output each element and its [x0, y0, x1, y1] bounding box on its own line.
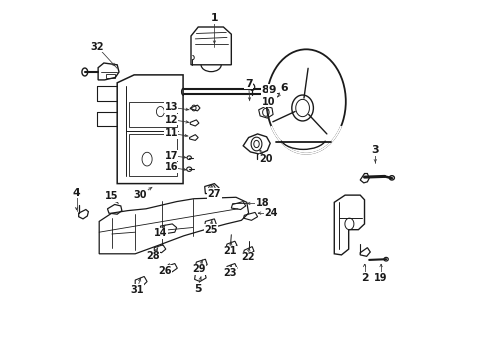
Text: 25: 25 [204, 225, 218, 235]
Text: 5: 5 [194, 284, 201, 294]
Text: 3: 3 [371, 145, 379, 156]
Text: 11: 11 [165, 128, 178, 138]
Text: 19: 19 [374, 273, 388, 283]
Text: 12: 12 [165, 114, 178, 125]
Text: 26: 26 [158, 266, 172, 276]
Text: 28: 28 [147, 251, 160, 261]
Text: 2: 2 [361, 273, 368, 283]
Text: 14: 14 [154, 228, 167, 238]
Text: 10: 10 [262, 96, 275, 107]
Text: 32: 32 [91, 42, 104, 52]
Text: 24: 24 [264, 208, 278, 218]
Text: 20: 20 [259, 154, 272, 164]
Text: 27: 27 [208, 189, 221, 199]
Text: 29: 29 [192, 264, 206, 274]
Text: 22: 22 [241, 252, 255, 262]
Text: 31: 31 [130, 285, 144, 295]
Text: 9: 9 [268, 85, 276, 95]
Text: 23: 23 [223, 268, 237, 278]
Text: 1: 1 [211, 13, 218, 23]
Text: 15: 15 [105, 191, 119, 201]
Text: 6: 6 [281, 83, 289, 93]
Text: 30: 30 [134, 190, 147, 200]
Text: 18: 18 [255, 198, 269, 208]
Text: 4: 4 [73, 188, 80, 198]
Text: 17: 17 [165, 150, 178, 161]
Text: 8: 8 [261, 85, 269, 95]
Text: 13: 13 [165, 102, 178, 112]
Text: 7: 7 [245, 78, 252, 89]
Text: 21: 21 [223, 246, 237, 256]
Text: 16: 16 [165, 162, 178, 172]
